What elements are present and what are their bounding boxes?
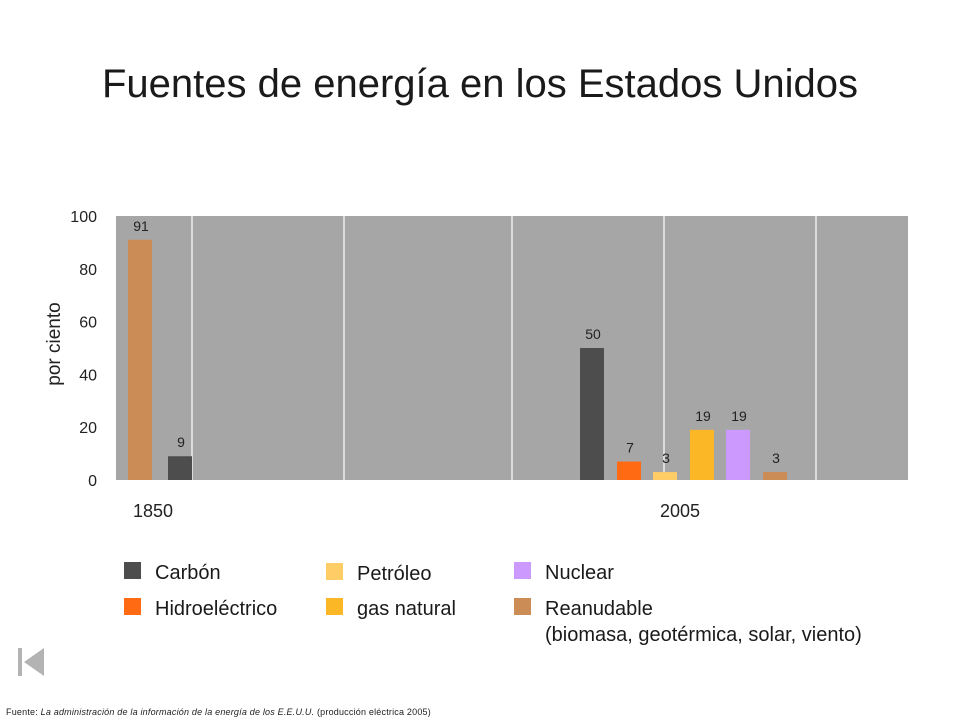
legend-label-reanudable: Reanudable (biomasa, geotérmica, solar, …: [545, 598, 862, 646]
legend-swatch-gas: [326, 598, 343, 615]
bar-value-label: 19: [695, 408, 711, 424]
y-tick-label: 0: [88, 473, 97, 490]
source-prefix: Fuente:: [6, 707, 38, 717]
bar-value-label: 3: [662, 450, 670, 466]
legend-label-hidro: Hidroeléctrico: [155, 598, 278, 620]
legend-item-petroleo: Petróleo: [326, 561, 432, 587]
first-slide-icon[interactable]: [18, 648, 44, 676]
x-group-label: 1850: [133, 501, 173, 521]
bar-1850-reanudable: [128, 239, 152, 480]
source-publication: La administración de la información de l…: [40, 707, 315, 717]
bar-value-label: 50: [585, 326, 601, 342]
legend-label-carbon: Carbón: [155, 562, 221, 584]
bar-2005-carbón: [580, 348, 604, 480]
y-tick-label: 20: [79, 420, 97, 437]
bar-value-label: 3: [772, 450, 780, 466]
bar-value-label: 9: [177, 434, 185, 450]
legend-swatch-carbon: [124, 562, 141, 579]
legend-swatch-petroleo: [326, 563, 343, 580]
y-tick-label: 80: [79, 262, 97, 279]
bar-value-label: 19: [731, 408, 747, 424]
bar-2005-hidroeléctrico: [617, 461, 641, 480]
chart-title: Fuentes de energía en los Estados Unidos: [101, 62, 859, 106]
bar-1850-carbón: [168, 456, 192, 480]
source-note: Fuente: La administración de la informac…: [6, 707, 431, 717]
legend-label-gas: gas natural: [357, 598, 456, 620]
legend-swatch-nuclear: [514, 562, 531, 579]
legend-item-reanudable: Reanudable (biomasa, geotérmica, solar, …: [514, 596, 862, 648]
source-detail: (producción eléctrica 2005): [316, 707, 431, 717]
legend-item-hidro: Hidroeléctrico: [124, 596, 277, 622]
legend-item-nuclear: Nuclear: [514, 560, 614, 586]
x-group-label: 2005: [660, 501, 700, 521]
legend-item-gas: gas natural: [326, 596, 456, 622]
legend-label-nuclear: Nuclear: [545, 562, 614, 584]
legend-swatch-reanudable: [514, 598, 531, 615]
bar-2005-reanudable: [763, 472, 787, 480]
bar-2005-gas-natural: [690, 429, 714, 480]
bar-value-label: 91: [133, 218, 149, 234]
bar-value-label: 7: [626, 440, 634, 456]
y-tick-label: 100: [70, 209, 97, 226]
legend-item-carbon: Carbón: [124, 560, 221, 586]
y-tick-label: 60: [79, 315, 97, 332]
bar-2005-petróleo: [653, 472, 677, 480]
y-axis-label: por ciento: [44, 302, 65, 385]
y-tick-label: 40: [79, 367, 97, 384]
legend-swatch-hidro: [124, 598, 141, 615]
bar-2005-nuclear: [726, 429, 750, 480]
legend-label-petroleo: Petróleo: [357, 563, 432, 585]
